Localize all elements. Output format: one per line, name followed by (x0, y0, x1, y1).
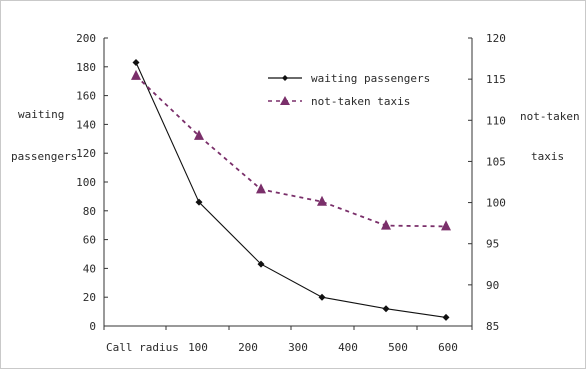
left-axis-label-line-1: waiting (18, 108, 64, 121)
legend-not-taken-taxis-marker (280, 96, 290, 105)
right-tick-label: 90 (486, 279, 499, 292)
right-tick-label: 120 (486, 32, 506, 45)
series-line-waiting-passengers (135, 62, 447, 318)
left-tick-label: 200 (76, 32, 96, 45)
right-axis-label-line-1: not-taken (520, 110, 580, 123)
x-tick-label: 100 (188, 341, 208, 354)
x-tick-label: 300 (288, 341, 308, 354)
left-tick-label: 20 (83, 291, 96, 304)
left-axis-label-line-2: passengers (11, 150, 77, 163)
data-point-not-taken-taxis (317, 195, 327, 206)
data-point-not-taken-taxis (256, 183, 266, 194)
right-tick-label: 100 (486, 197, 506, 210)
legend-waiting-passengers-marker (282, 75, 288, 81)
left-axis-ticks: 0 20 40 60 80 100 120 140 160 180 200 (76, 32, 108, 333)
data-point-not-taken-taxis (194, 129, 204, 140)
x-tick-label: 500 (388, 341, 408, 354)
x-axis-label: Call radius (106, 341, 179, 354)
data-point-waiting-passengers (382, 305, 390, 313)
right-tick-label: 110 (486, 114, 506, 127)
legend: waiting passengers not-taken taxis (268, 72, 430, 108)
x-tick-label: 400 (338, 341, 358, 354)
x-tick-label: 600 (438, 341, 458, 354)
left-tick-label: 80 (83, 205, 96, 218)
data-point-waiting-passengers (257, 260, 265, 268)
right-tick-label: 95 (486, 238, 499, 251)
left-tick-label: 40 (83, 262, 96, 275)
left-tick-label: 180 (76, 61, 96, 74)
data-point-not-taken-taxis (441, 220, 451, 231)
left-tick-label: 100 (76, 176, 96, 189)
legend-waiting-passengers-label: waiting passengers (311, 72, 430, 85)
data-point-waiting-passengers (132, 58, 140, 66)
data-point-waiting-passengers (195, 198, 203, 206)
left-tick-label: 120 (76, 147, 96, 160)
right-tick-label: 115 (486, 73, 506, 86)
right-tick-label: 85 (486, 320, 499, 333)
legend-not-taken-taxis-label: not-taken taxis (311, 95, 410, 108)
data-point-not-taken-taxis (131, 69, 141, 80)
right-axis-label-line-2: taxis (531, 150, 564, 163)
right-tick-label: 105 (486, 155, 506, 168)
data-point-waiting-passengers (318, 293, 326, 301)
data-point-not-taken-taxis (381, 219, 391, 230)
left-tick-label: 140 (76, 118, 96, 131)
right-axis-ticks: 85 90 95 100 105 110 115 120 (468, 32, 506, 333)
series-layer (131, 58, 451, 321)
left-tick-label: 160 (76, 90, 96, 103)
left-tick-label: 60 (83, 234, 96, 247)
series-line-not-taken-taxis (135, 75, 447, 228)
x-axis-ticks: 100 200 300 400 500 600 (103, 326, 473, 354)
left-tick-label: 0 (89, 320, 96, 333)
x-tick-label: 200 (238, 341, 258, 354)
data-point-waiting-passengers (442, 313, 450, 321)
